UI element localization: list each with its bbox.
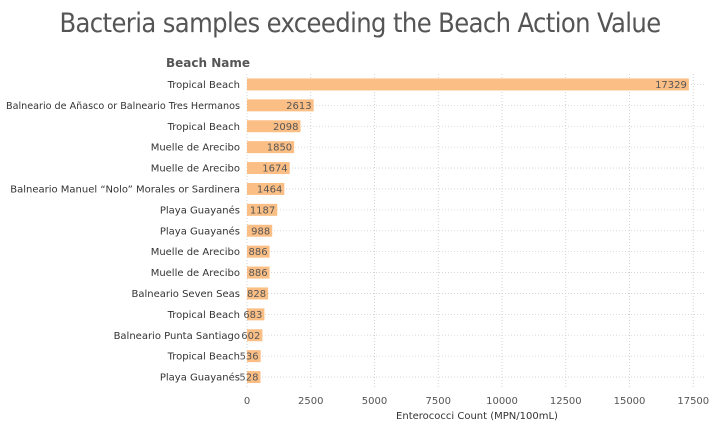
x-tick-label: 7500	[426, 396, 451, 407]
bar-data-label: 602	[241, 331, 260, 342]
category-label: Tropical Beach	[167, 80, 240, 91]
category-label: Balneario de Añasco or Balneario Tres He…	[6, 101, 240, 112]
x-tick-label: 12500	[550, 396, 582, 407]
bar	[247, 141, 295, 154]
category-label: Tropical Beach	[167, 352, 240, 363]
bar	[247, 266, 270, 279]
bar-data-label: 886	[248, 247, 267, 258]
bar	[247, 99, 314, 112]
bar-data-label: 1850	[267, 143, 292, 154]
category-label: Balneario Punta Santiago	[114, 331, 240, 342]
category-label: Muelle de Arecibo	[151, 247, 240, 258]
bar	[247, 162, 290, 175]
y-axis-title: Beach Name	[166, 56, 250, 70]
bar	[247, 78, 689, 91]
category-label: Playa Guayanés	[160, 225, 240, 237]
bar	[247, 371, 261, 384]
bar	[247, 308, 265, 321]
bar-data-label: 1187	[250, 205, 275, 216]
bar-data-label: 988	[251, 226, 270, 237]
bar	[247, 203, 278, 216]
bar	[247, 224, 273, 237]
bar-data-label: 886	[248, 268, 267, 279]
category-label: Muelle de Arecibo	[151, 143, 240, 154]
category-label: Balneario Manuel “Nolo” Morales or Sardi…	[10, 184, 240, 195]
category-labels: Tropical Beach Balneario de Añasco or Bal…	[6, 80, 240, 384]
category-label: Balneario Seven Seas	[132, 289, 241, 300]
category-label: Tropical Beach	[167, 122, 240, 133]
bar	[247, 350, 261, 363]
bar-data-label: 828	[247, 289, 266, 300]
bar	[247, 287, 269, 300]
bar-data-label: 17329	[655, 80, 687, 91]
x-tick-label: 5000	[362, 396, 387, 407]
bar-data-label: 2613	[286, 101, 311, 112]
category-label: Tropical Beach	[167, 310, 240, 321]
x-axis-title: Enterococci Count (MPN/100mL)	[396, 411, 558, 422]
chart-title: Bacteria samples exceeding the Beach Act…	[59, 8, 661, 39]
grid	[246, 74, 706, 388]
category-label: Muelle de Arecibo	[151, 268, 240, 279]
bar-data-label: 2098	[273, 122, 298, 133]
category-label: Muelle de Arecibo	[151, 164, 240, 175]
bar	[247, 329, 263, 342]
x-tick-label: 0	[244, 396, 250, 407]
bar-data-label: 1674	[262, 164, 287, 175]
bar	[247, 120, 301, 133]
bar	[247, 182, 285, 195]
category-label: Playa Guayanés	[160, 204, 240, 216]
x-tick-label: 2500	[298, 396, 323, 407]
bar-data-label: 536	[240, 352, 259, 363]
bar-data-label: 528	[239, 373, 258, 384]
category-label: Playa Guayanés	[160, 372, 240, 384]
bars: 17329 2613 2098 1850 1674 1464 1187 988 886 886 82…	[239, 78, 689, 384]
bar-data-label: 1464	[257, 184, 282, 195]
x-tick-label: 15000	[614, 396, 646, 407]
bar-data-label: 683	[243, 310, 262, 321]
x-axis-ticks: 0 2500 5000 7500 10000 12500 15000 17500	[244, 396, 709, 407]
x-tick-label: 10000	[486, 396, 518, 407]
x-tick-label: 17500	[677, 396, 709, 407]
bar	[247, 245, 270, 258]
